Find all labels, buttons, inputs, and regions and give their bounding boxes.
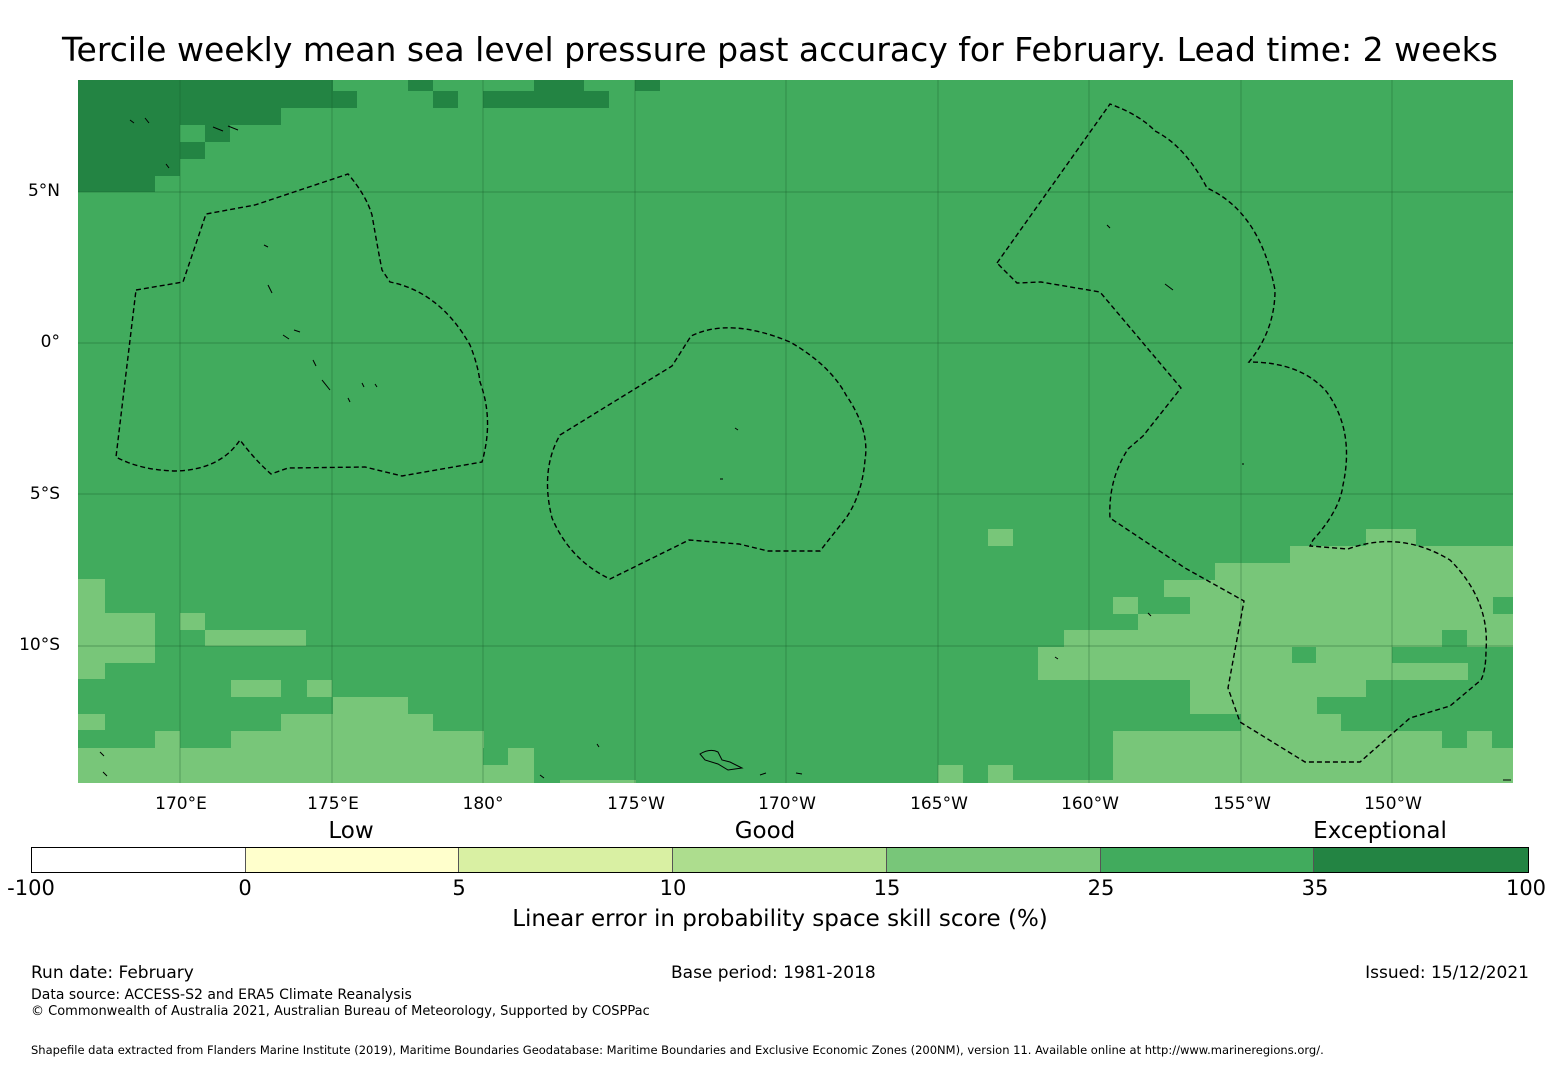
x-tick-label: 150°W: [1364, 794, 1422, 814]
good-cells: [78, 529, 1513, 783]
eez-boundary-east: [996, 103, 1488, 763]
colorbar-tick-label: -100: [7, 876, 55, 900]
colorbar-bin: [459, 848, 674, 872]
eez-boundary-central: [546, 327, 867, 580]
y-tick-label: 5°N: [27, 181, 60, 201]
eez-boundaries: [115, 103, 1488, 763]
legend-category-low: Low: [328, 818, 374, 844]
y-tick-label: 10°S: [19, 635, 60, 655]
colorbar-tick-label: 100: [1505, 876, 1547, 900]
x-tick-label: 180°: [462, 794, 504, 814]
chart-title: Tercile weekly mean sea level pressure p…: [62, 30, 1498, 69]
colorbar-tick-label: 10: [659, 876, 687, 900]
y-tick-label: 5°S: [29, 484, 60, 504]
y-tick-label: 0°: [40, 332, 60, 352]
colorbar-bin: [673, 848, 887, 872]
colorbar-tick-label: 35: [1301, 876, 1329, 900]
x-tick-label: 155°W: [1213, 794, 1271, 814]
colorbar-tick-label: 0: [238, 876, 252, 900]
skill-score-map: [78, 80, 1513, 783]
colorbar-bin: [1100, 848, 1315, 872]
colorbar-tick-label: 5: [452, 876, 466, 900]
exceptional-cells: [78, 80, 660, 192]
colorbar-tick-label: 15: [873, 876, 901, 900]
data-source: Data source: ACCESS-S2 and ERA5 Climate …: [31, 987, 412, 1003]
colorbar-bin: [1314, 848, 1529, 872]
eez-boundary-tokelau-west: [115, 173, 489, 477]
issued-date: Issued: 15/12/2021: [1365, 963, 1529, 983]
islands: [99, 117, 1511, 781]
colorbar-bin: [886, 848, 1101, 872]
x-tick-label: 170°W: [758, 794, 816, 814]
x-tick-label: 170°E: [155, 794, 207, 814]
x-tick-label: 165°W: [910, 794, 968, 814]
x-tick-label: 175°E: [307, 794, 359, 814]
base-period: Base period: 1981-2018: [671, 963, 876, 983]
graticule: [78, 80, 1513, 783]
shapefile-credit: Shapefile data extracted from Flanders M…: [31, 1043, 1324, 1057]
x-tick-label: 175°W: [607, 794, 665, 814]
colorbar-bin: [32, 848, 246, 872]
island-chain: [99, 117, 1511, 781]
copyright-notice: © Commonwealth of Australia 2021, Austra…: [31, 1004, 650, 1019]
samoa-island: [699, 749, 744, 771]
run-date: Run date: February: [31, 963, 194, 983]
legend-category-exceptional: Exceptional: [1313, 818, 1447, 844]
x-tick-label: 160°W: [1061, 794, 1119, 814]
colorbar: [31, 847, 1529, 873]
colorbar-axis-label: Linear error in probability space skill …: [512, 906, 1048, 932]
colorbar-bin: [245, 848, 460, 872]
legend-category-good: Good: [734, 818, 796, 844]
colorbar-tick-label: 25: [1087, 876, 1115, 900]
